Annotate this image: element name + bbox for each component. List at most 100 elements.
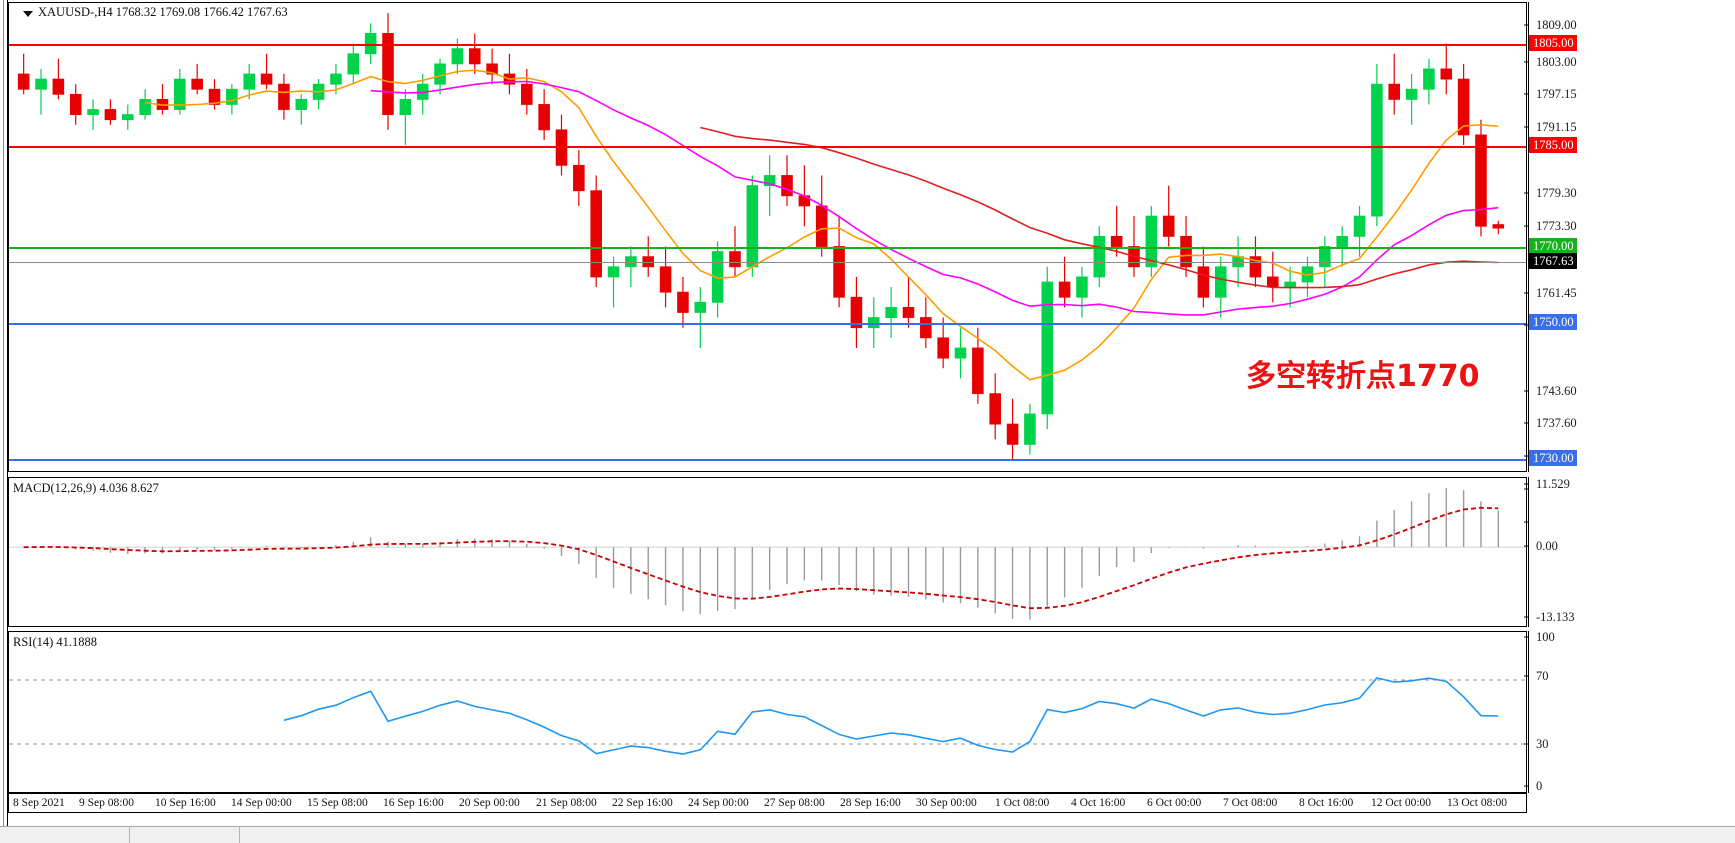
candle-body [972, 347, 984, 395]
candle-body [1371, 83, 1383, 217]
scale-tick-dash [1524, 192, 1529, 194]
candle-body [226, 88, 238, 105]
candle-body [1214, 266, 1227, 298]
candle-body [174, 78, 186, 110]
scale-tick-dash [1524, 545, 1529, 547]
scale-tick-dash [1524, 483, 1529, 485]
price-level-tag[interactable]: 1770.00 [1529, 238, 1577, 254]
level-line-1730 [9, 459, 1526, 461]
candle-body [1076, 276, 1088, 298]
candle-body [52, 78, 65, 95]
price-pane-inner [9, 3, 1526, 471]
price-level-tag[interactable]: 1750.00 [1529, 314, 1577, 330]
candle-body [1319, 246, 1331, 268]
date-axis-label: 16 Sep 16:00 [383, 797, 444, 809]
candle-body [347, 53, 360, 75]
level-line-1785 [9, 146, 1526, 148]
rsi-pane-inner [9, 632, 1526, 792]
price-scale[interactable]: 1809.00 1803.00 1797.15 1791.15 1779.30 1773.… [1524, 2, 1735, 528]
candle-body [330, 73, 342, 85]
scale-tick-dash [1524, 24, 1529, 26]
rsi-pane[interactable]: RSI(14) 41.1888 [8, 631, 1527, 793]
candle-body [208, 88, 221, 105]
price-level-tag[interactable]: 1785.00 [1529, 137, 1577, 153]
scale-tick-dash [1524, 225, 1529, 227]
candle-body [1110, 235, 1123, 247]
chart-annotation-text: 多空转折点1770 [1246, 359, 1480, 394]
candle-body [711, 251, 724, 303]
macd-signal-line [23, 506, 1499, 610]
date-axis-label: 12 Oct 00:00 [1371, 797, 1432, 809]
candle-body [434, 63, 446, 85]
scale-tick-label: 30 [1536, 736, 1549, 751]
candle-body [1197, 266, 1210, 298]
date-axis-label: 28 Sep 16:00 [840, 797, 901, 809]
scale-tick-dash [1524, 126, 1529, 128]
candle-body [486, 63, 498, 75]
candle-body [763, 175, 776, 187]
candle-body [1492, 224, 1505, 229]
candle-body [17, 73, 30, 90]
chart-left-rail [0, 0, 8, 826]
level-line-last-price [9, 262, 1526, 263]
scale-tick-dash [1524, 93, 1529, 95]
candle-body [1423, 68, 1435, 90]
macd-canvas [9, 488, 1526, 620]
date-axis-label: 20 Sep 00:00 [459, 797, 520, 809]
candle-body [1284, 281, 1296, 288]
scale-tick-dash [1524, 636, 1529, 638]
macd-scale[interactable]: 11.529 0.00 -13.133 [1524, 477, 1735, 627]
scale-tick-label: 1809.00 [1536, 17, 1577, 32]
scale-tick-label: 1737.60 [1536, 415, 1577, 430]
scale-tick-dash [1524, 488, 1529, 490]
scale-tick-dash [1524, 675, 1529, 677]
candle-body [139, 98, 151, 116]
candle-body [35, 78, 47, 90]
ma-mid-line [370, 80, 1499, 316]
price-level-tag[interactable]: 1805.00 [1529, 35, 1577, 51]
candle-body [87, 109, 99, 116]
date-axis-label: 6 Oct 00:00 [1147, 797, 1202, 809]
chevron-down-icon[interactable] [23, 10, 33, 17]
scale-tick-label: 1743.60 [1536, 383, 1577, 398]
date-axis-label: 1 Oct 08:00 [995, 797, 1050, 809]
date-axis[interactable]: 8 Sep 2021 9 Sep 08:00 10 Sep 16:00 14 Sep … [8, 793, 1527, 813]
macd-label: MACD(12,26,9) 4.036 8.627 [13, 481, 159, 495]
candle-body [885, 306, 897, 318]
scale-tick-label: 1803.00 [1536, 54, 1577, 69]
scale-tick-label: 0.00 [1536, 538, 1558, 553]
date-axis-label: 27 Sep 08:00 [764, 797, 825, 809]
level-line-1805 [9, 44, 1526, 46]
candle-body [1405, 88, 1418, 100]
scale-tick-dash [1524, 422, 1529, 424]
candle-body [677, 291, 689, 313]
macd-pane[interactable]: MACD(12,26,9) 4.036 8.627 [8, 477, 1527, 627]
scale-tick-label: 1797.15 [1536, 86, 1577, 101]
candle-body [243, 73, 255, 90]
candle-body [746, 185, 759, 268]
chart-shell: XAUUSD-,H4 1768.32 1769.08 1766.42 1767.… [0, 0, 1735, 826]
status-bar [0, 826, 1735, 843]
status-segment-1 [0, 827, 130, 843]
scale-tick-dash [1524, 324, 1529, 326]
symbol-header[interactable]: XAUUSD-,H4 1768.32 1769.08 1766.42 1767.… [23, 5, 288, 20]
candle-body [607, 266, 620, 278]
rsi-canvas [9, 677, 1526, 755]
candle-body [399, 98, 412, 116]
candle-body [989, 393, 1001, 425]
candle-body [191, 78, 203, 90]
scale-tick-dash [1524, 61, 1529, 63]
candle-body [1440, 68, 1453, 80]
candle-body [1041, 281, 1054, 415]
price-level-tag[interactable]: 1730.00 [1529, 450, 1577, 466]
scale-tick-label: 1773.30 [1536, 218, 1577, 233]
candle-body [781, 175, 793, 197]
level-line-1750 [9, 323, 1526, 325]
macd-pane-inner [9, 478, 1526, 626]
candle-body [538, 104, 550, 131]
date-axis-label: 7 Oct 08:00 [1223, 797, 1278, 809]
rsi-scale[interactable]: 100 70 30 0 [1524, 631, 1735, 793]
price-level-tag[interactable]: 1767.63 [1529, 253, 1577, 269]
price-pane[interactable]: XAUUSD-,H4 1768.32 1769.08 1766.42 1767.… [8, 2, 1527, 472]
candle-body [69, 93, 82, 116]
